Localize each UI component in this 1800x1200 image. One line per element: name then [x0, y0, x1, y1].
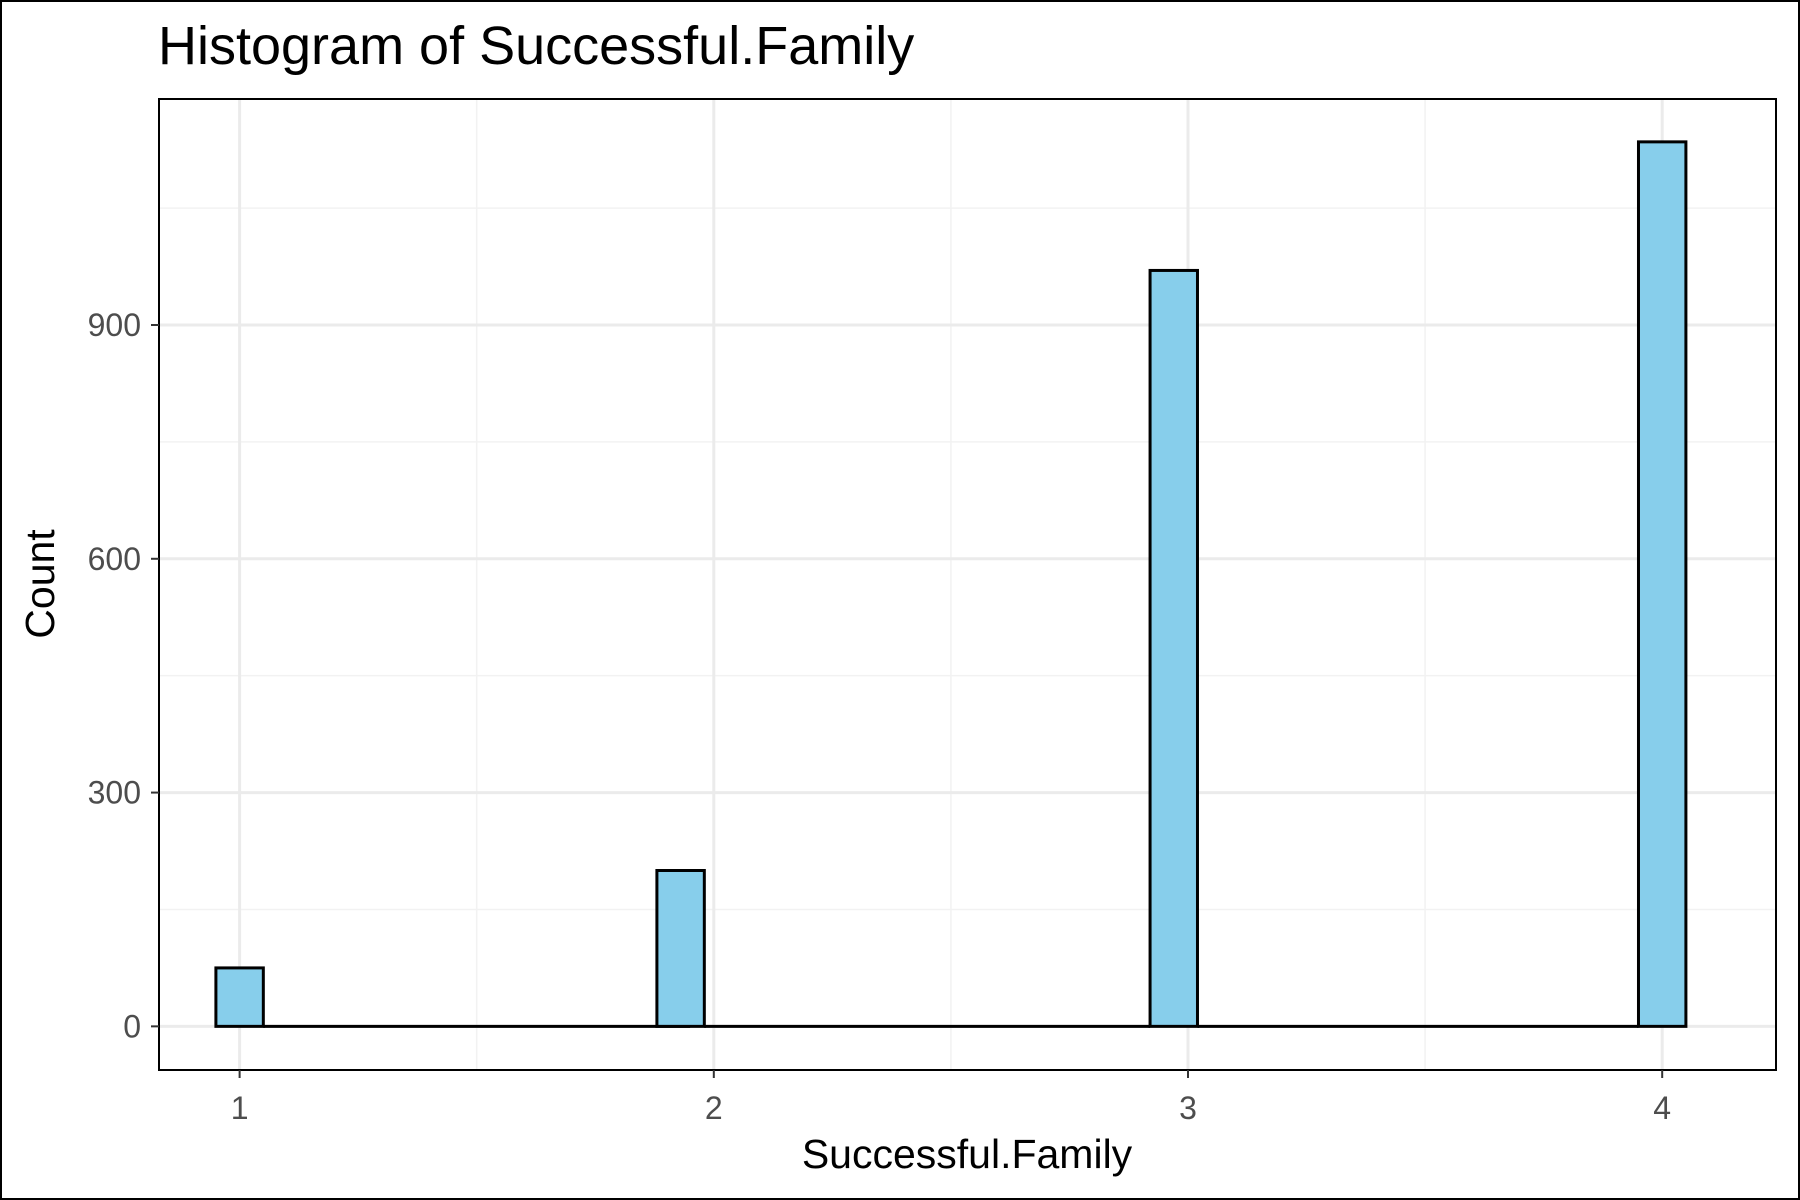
x-tick-label: 2: [705, 1090, 723, 1126]
histogram-bar: [1148, 268, 1199, 1028]
y-tick-label: 0: [123, 1008, 141, 1044]
y-tick-label: 600: [88, 541, 141, 577]
x-tick-label: 3: [1179, 1090, 1197, 1126]
histogram-bar: [214, 966, 265, 1028]
y-tick-label: 300: [88, 775, 141, 811]
y-axis-ticks: 0 300 600 900: [88, 307, 159, 1044]
histogram-bar: [1636, 140, 1688, 1028]
histogram-bar: [655, 869, 706, 1028]
x-tick-label: 4: [1653, 1090, 1671, 1126]
histogram-bars: [214, 140, 1688, 1028]
y-axis-title: Count: [17, 529, 63, 639]
x-tick-label: 1: [231, 1090, 249, 1126]
panel-border: [158, 98, 1777, 1071]
y-tick-label: 900: [88, 307, 141, 343]
x-axis-ticks: 1 2 3 4: [231, 1070, 1671, 1126]
chart-title: Histogram of Successful.Family: [158, 16, 914, 76]
x-axis-title: Successful.Family: [802, 1131, 1133, 1177]
grid-lines: [159, 99, 1776, 1070]
